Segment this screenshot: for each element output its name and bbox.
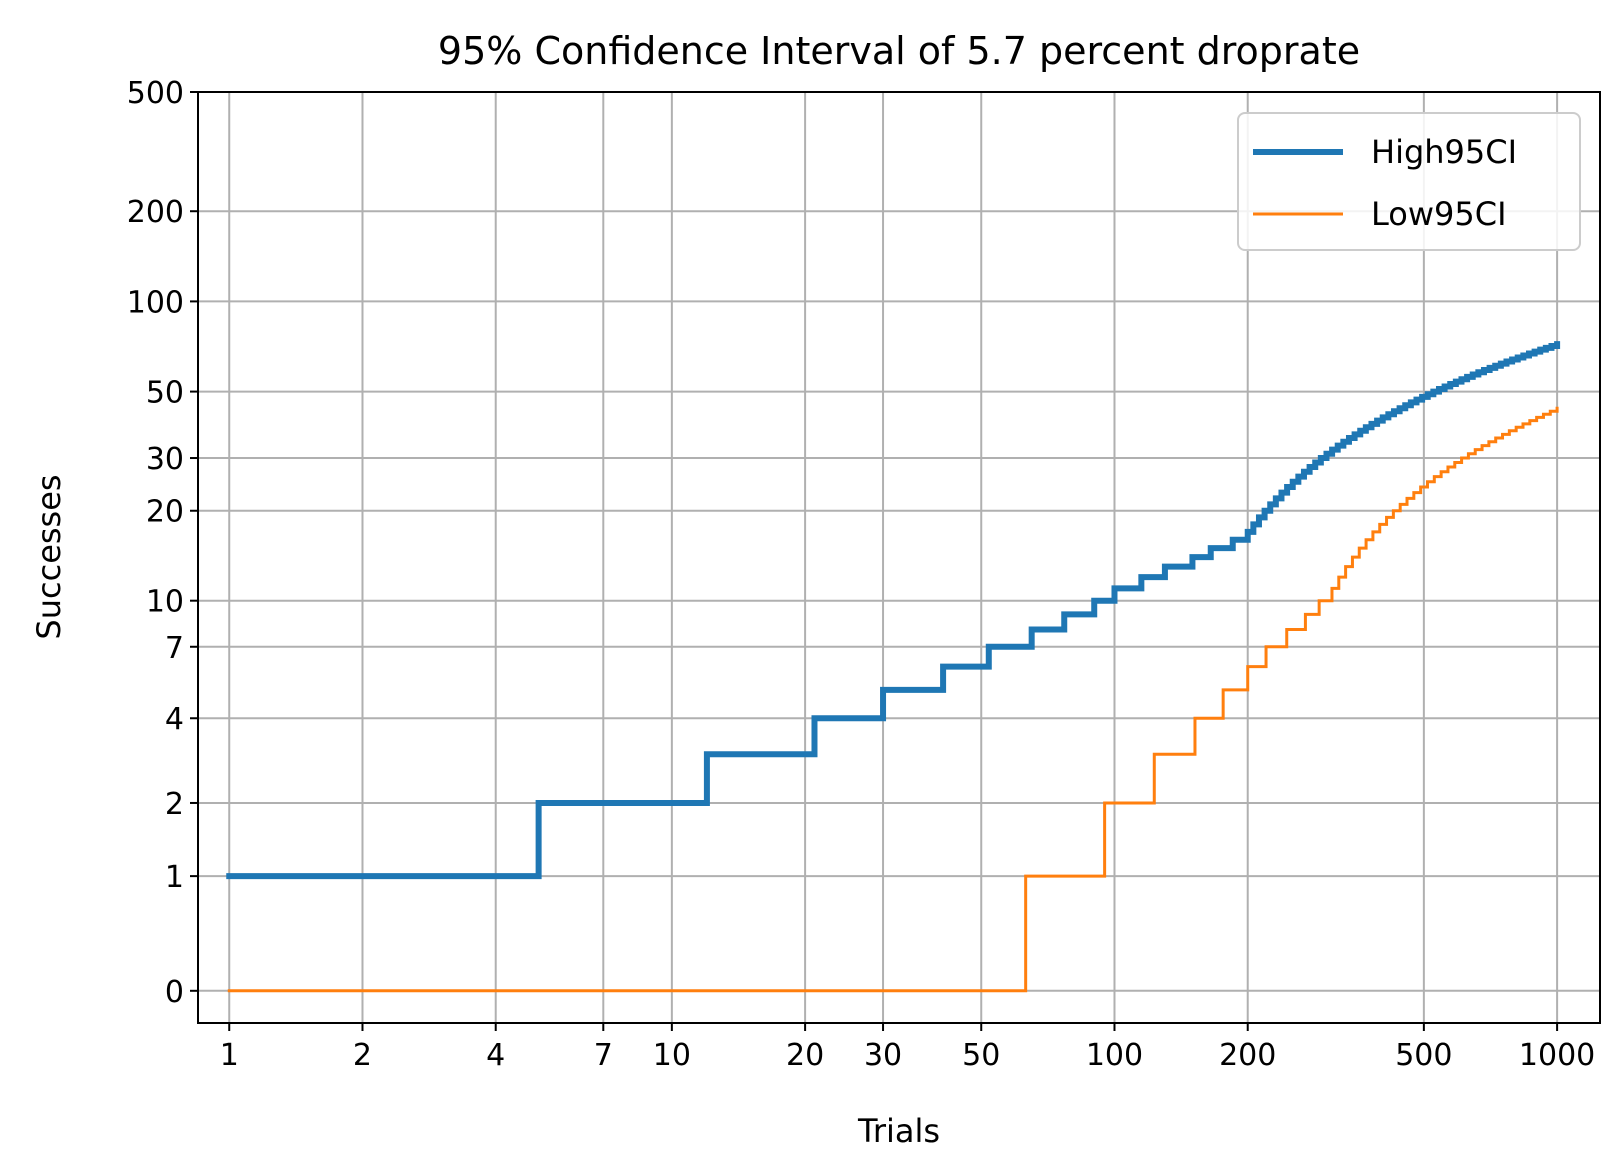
legend-label-low95ci: Low95CI bbox=[1371, 195, 1507, 233]
grid bbox=[198, 91, 1600, 1023]
y-tick-label: 500 bbox=[127, 76, 184, 111]
plot-frame bbox=[197, 91, 1601, 1024]
x-tick-label: 10 bbox=[653, 1038, 691, 1073]
x-tick-label: 200 bbox=[1219, 1038, 1276, 1073]
x-tick-label: 7 bbox=[594, 1038, 613, 1073]
y-tick-label: 2 bbox=[165, 787, 184, 822]
series-line-high95ci bbox=[226, 341, 1561, 880]
legend: High95CI Low95CI bbox=[1237, 112, 1581, 251]
legend-box bbox=[1237, 112, 1581, 251]
y-tick-label: 20 bbox=[146, 495, 184, 530]
y-tick-label: 1 bbox=[165, 860, 184, 895]
y-tick-label: 30 bbox=[146, 442, 184, 477]
y-axis: 0 1 2 4 7 10 20 30 50 100 200 500 bbox=[127, 76, 198, 1010]
series-layer bbox=[226, 341, 1561, 993]
x-tick-label: 100 bbox=[1086, 1038, 1143, 1073]
x-tick-label: 1000 bbox=[1519, 1038, 1595, 1073]
x-tick-label: 500 bbox=[1395, 1038, 1452, 1073]
y-tick-label: 0 bbox=[165, 975, 184, 1010]
y-tick-label: 7 bbox=[165, 631, 184, 666]
x-tick-label: 4 bbox=[486, 1038, 505, 1073]
legend-label-high95ci: High95CI bbox=[1371, 133, 1517, 171]
series-line-low95ci bbox=[227, 406, 1559, 993]
y-tick-label: 50 bbox=[146, 376, 184, 411]
x-tick-label: 50 bbox=[962, 1038, 1000, 1073]
x-tick-label: 20 bbox=[786, 1038, 824, 1073]
y-tick-label: 100 bbox=[127, 285, 184, 320]
y-tick-label: 200 bbox=[127, 195, 184, 230]
x-axis-title: Trials bbox=[857, 1112, 940, 1150]
x-axis: 1 2 4 7 10 20 30 50 100 200 500 1000 bbox=[220, 1023, 1595, 1073]
y-axis-title: Successes bbox=[30, 474, 68, 639]
chart-title: 95% Confidence Interval of 5.7 percent d… bbox=[438, 29, 1360, 73]
x-tick-label: 2 bbox=[353, 1038, 372, 1073]
y-tick-label: 10 bbox=[146, 585, 184, 620]
y-tick-label: 4 bbox=[165, 702, 184, 737]
x-tick-label: 1 bbox=[220, 1038, 239, 1073]
x-tick-label: 30 bbox=[864, 1038, 902, 1073]
